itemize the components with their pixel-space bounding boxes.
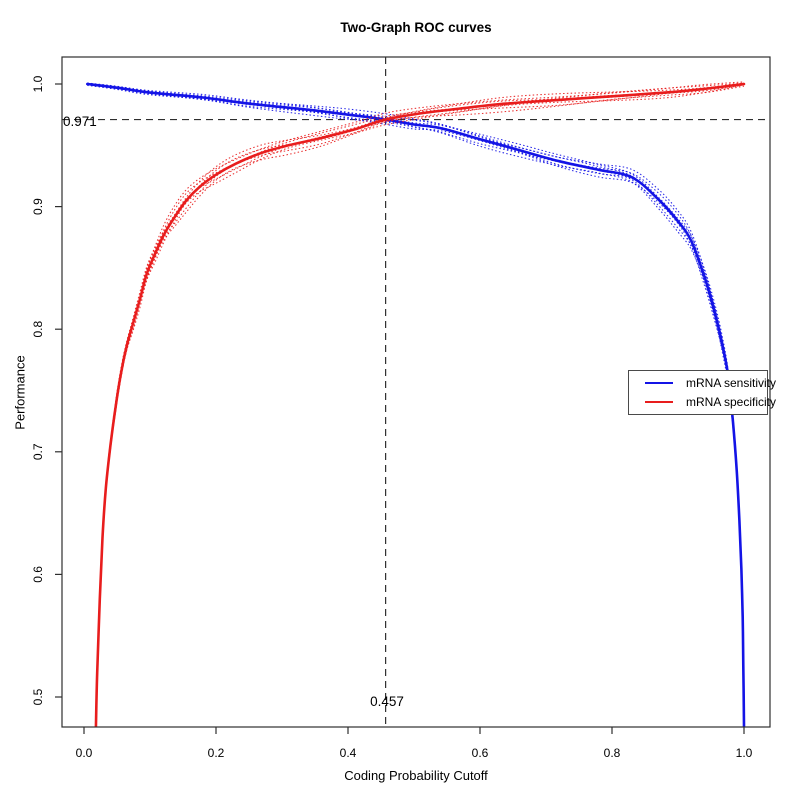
specificity-ci-curve — [95, 82, 745, 727]
sensitivity-ci-curve — [87, 83, 745, 727]
y-axis-tick-label: 0.5 — [31, 688, 45, 705]
x-axis-title: Coding Probability Cutoff — [344, 768, 488, 783]
x-axis-tick-label: 0.8 — [604, 746, 621, 760]
y-axis-tick-label: 0.9 — [31, 198, 45, 215]
legend-label-sensitivity: mRNA sensitivity — [686, 376, 777, 390]
legend-line-sample-red — [645, 401, 673, 403]
x-axis-tick-label: 0.2 — [208, 746, 225, 760]
y-axis-title: Performance — [12, 355, 28, 430]
specificity-ci-curve — [95, 85, 745, 727]
x-axis-tick-label: 0.4 — [340, 746, 357, 760]
x-axis-tick-label: 0.0 — [76, 746, 93, 760]
legend-line-sample-blue — [645, 382, 673, 384]
sensitivity-curve — [86, 82, 746, 727]
crosshair-y-value-label: 0.971 — [63, 114, 97, 129]
legend-label-specificity: mRNA specificity — [686, 395, 777, 409]
sensitivity-ci-curve — [87, 84, 745, 727]
plot-box — [61, 56, 771, 728]
specificity-curve — [94, 82, 746, 727]
y-axis-tick-label: 0.7 — [31, 443, 45, 460]
crosshair-x-value-label: 0.457 — [370, 694, 404, 709]
legend-box: mRNA sensitivity mRNA specificity — [628, 370, 776, 415]
y-axis-tick-label: 1.0 — [31, 75, 45, 92]
y-axis-tick-label: 0.8 — [31, 321, 45, 338]
x-axis-tick-label: 0.6 — [472, 746, 489, 760]
x-axis-tick-label: 1.0 — [736, 746, 753, 760]
chart-title: Two-Graph ROC curves — [340, 20, 492, 35]
legend-entry-sensitivity: mRNA sensitivity — [629, 375, 776, 391]
y-axis-tick-label: 0.6 — [31, 566, 45, 583]
legend-entry-specificity: mRNA specificity — [629, 394, 776, 410]
